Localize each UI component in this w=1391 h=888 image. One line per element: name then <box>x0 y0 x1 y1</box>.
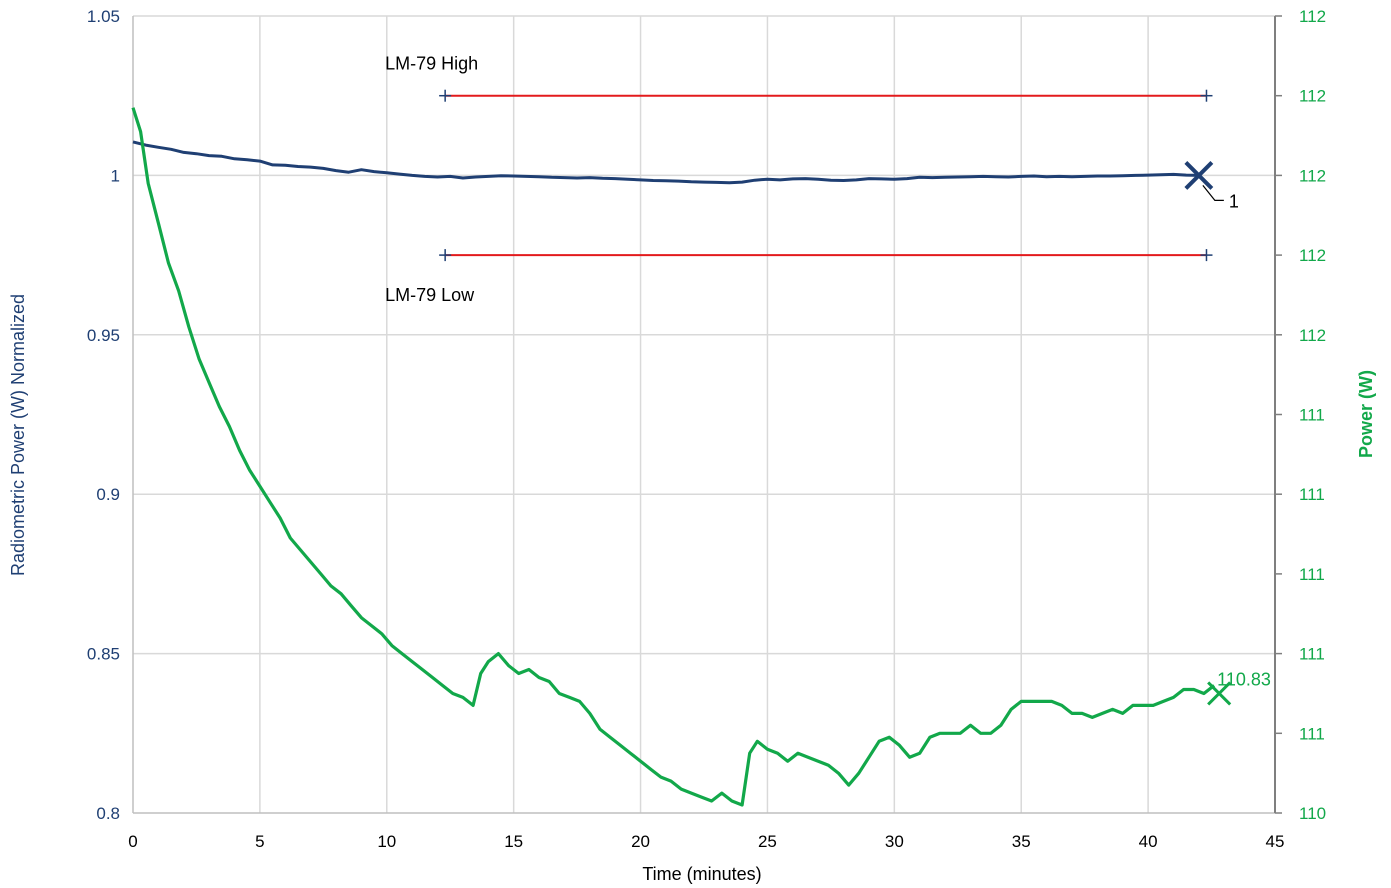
endpoint-x-marker <box>1184 160 1214 190</box>
x-tick-label: 30 <box>885 832 904 851</box>
endpoint-x-marker <box>1207 681 1232 706</box>
annotations: 1 110.83 <box>1184 160 1271 706</box>
grid <box>133 15 1275 813</box>
annotation-leader <box>1202 185 1224 201</box>
y-right-tick-label: 111 <box>1299 565 1325 584</box>
y-axis-left-label: Radiometric Power (W) Normalized <box>8 294 28 576</box>
x-tick-label: 10 <box>377 832 396 851</box>
x-tick-label: 45 <box>1266 832 1285 851</box>
radiometric-series-line <box>132 140 1199 185</box>
tick-labels: 0 5 10 15 20 25 30 35 40 45 0.8 0.85 0.9 0.95 1 1.05 110… <box>87 7 1326 851</box>
y-right-tick-label: 112 <box>1299 166 1326 185</box>
power-series-line <box>131 107 1216 807</box>
y-left-tick-label: 1 <box>111 166 120 185</box>
x-tick-label: 35 <box>1012 832 1031 851</box>
annotation-label: 1 <box>1229 191 1239 211</box>
x-tick-label: 25 <box>758 832 777 851</box>
x-tick-label: 40 <box>1139 832 1158 851</box>
y-right-tick-label: 110 <box>1299 804 1326 823</box>
series-lines <box>131 107 1216 807</box>
x-axis-label: Time (minutes) <box>642 864 761 884</box>
y-right-tick-label: 111 <box>1299 645 1325 664</box>
y-right-tick-label: 111 <box>1299 724 1325 743</box>
y-left-tick-label: 0.9 <box>96 485 120 504</box>
limit-lines: LM-79 High LM-79 Low <box>385 54 1213 305</box>
y-left-tick-label: 0.85 <box>87 645 120 664</box>
limit-label: LM-79 Low <box>385 285 475 305</box>
y-right-tick-label: 111 <box>1299 485 1325 504</box>
x-tick-label: 0 <box>128 832 137 851</box>
y-left-tick-label: 0.8 <box>96 804 120 823</box>
annotation-label: 110.83 <box>1217 669 1271 689</box>
y-right-tick-label: 111 <box>1299 406 1325 425</box>
y-right-tick-label: 112 <box>1299 7 1326 26</box>
y-left-tick-label: 1.05 <box>87 7 120 26</box>
y-right-tick-label: 112 <box>1299 326 1326 345</box>
limit-label: LM-79 High <box>385 54 478 74</box>
y-right-tick-label: 112 <box>1299 246 1326 265</box>
y-right-tick-label: 112 <box>1299 87 1326 106</box>
y-axis-right-label: Power (W) <box>1356 370 1376 458</box>
y-left-tick-label: 0.95 <box>87 326 120 345</box>
x-tick-label: 20 <box>631 832 650 851</box>
x-tick-label: 5 <box>255 832 264 851</box>
x-tick-label: 15 <box>504 832 523 851</box>
axes <box>132 15 1282 814</box>
